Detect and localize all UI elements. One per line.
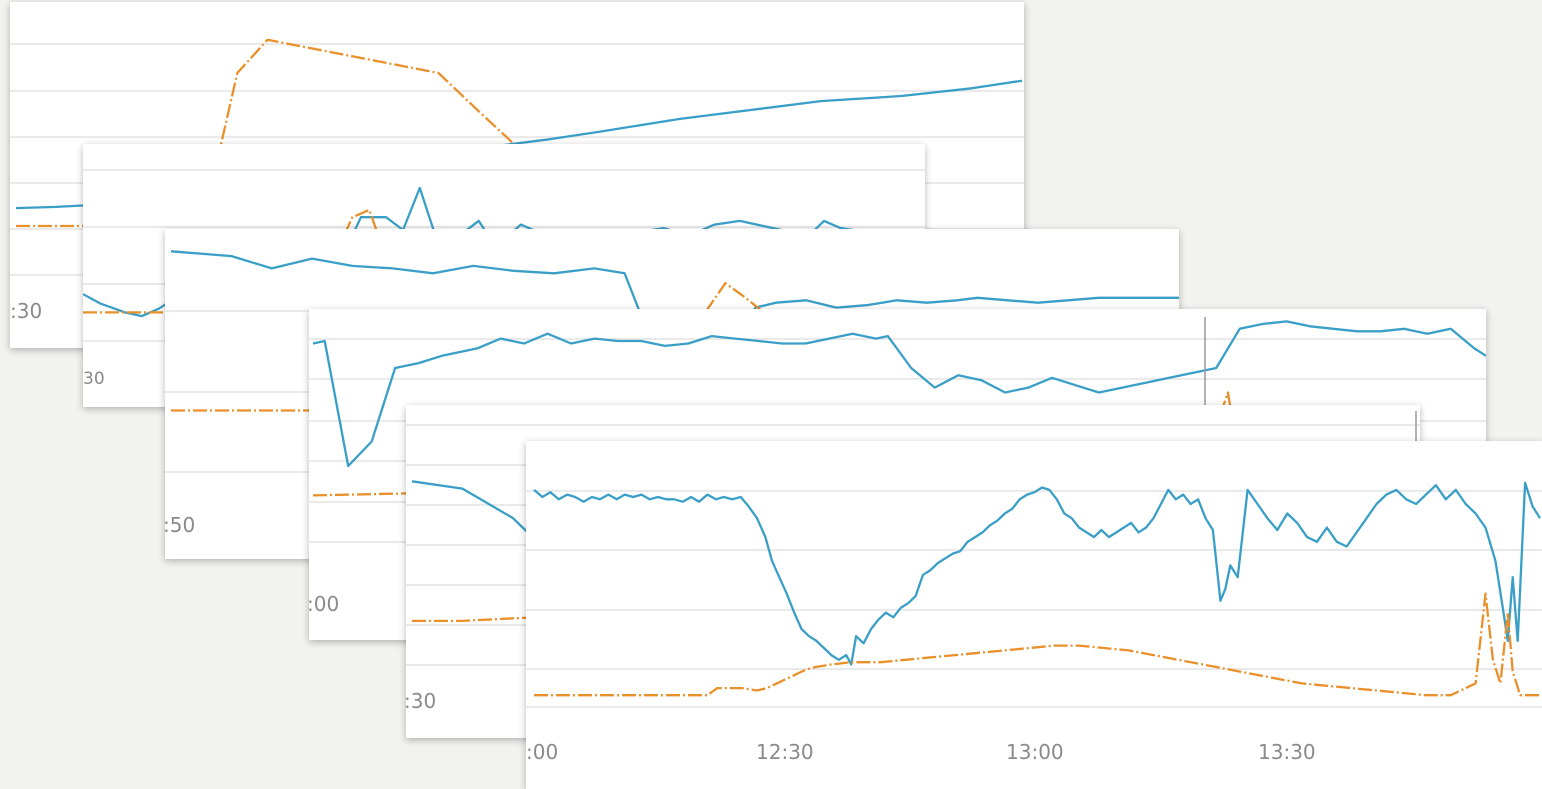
series-line-solid xyxy=(533,481,1541,666)
series-line-solid xyxy=(312,320,1486,468)
x-tick-label: :00 xyxy=(309,592,339,616)
series-lines xyxy=(533,481,1541,697)
x-tick-label: 13:30 xyxy=(1258,740,1316,764)
x-tick-label: 30 xyxy=(83,369,105,389)
x-tick-label: :30 xyxy=(10,299,42,323)
gridlines xyxy=(526,490,1542,708)
x-axis-ticks: :00 12:30 13:00 13:30 xyxy=(526,740,1316,764)
x-tick-label: 12:30 xyxy=(756,740,814,764)
x-tick-label: :30 xyxy=(406,689,436,713)
series-line-dashed xyxy=(534,592,1540,697)
chart-6: :00 12:30 13:00 13:30 xyxy=(526,481,1542,764)
x-tick-label: :00 xyxy=(526,740,558,764)
x-tick-label: :50 xyxy=(165,513,195,537)
x-tick-label: 13:00 xyxy=(1006,740,1064,764)
chart-card-6: :00 12:30 13:00 13:30 xyxy=(526,441,1542,789)
